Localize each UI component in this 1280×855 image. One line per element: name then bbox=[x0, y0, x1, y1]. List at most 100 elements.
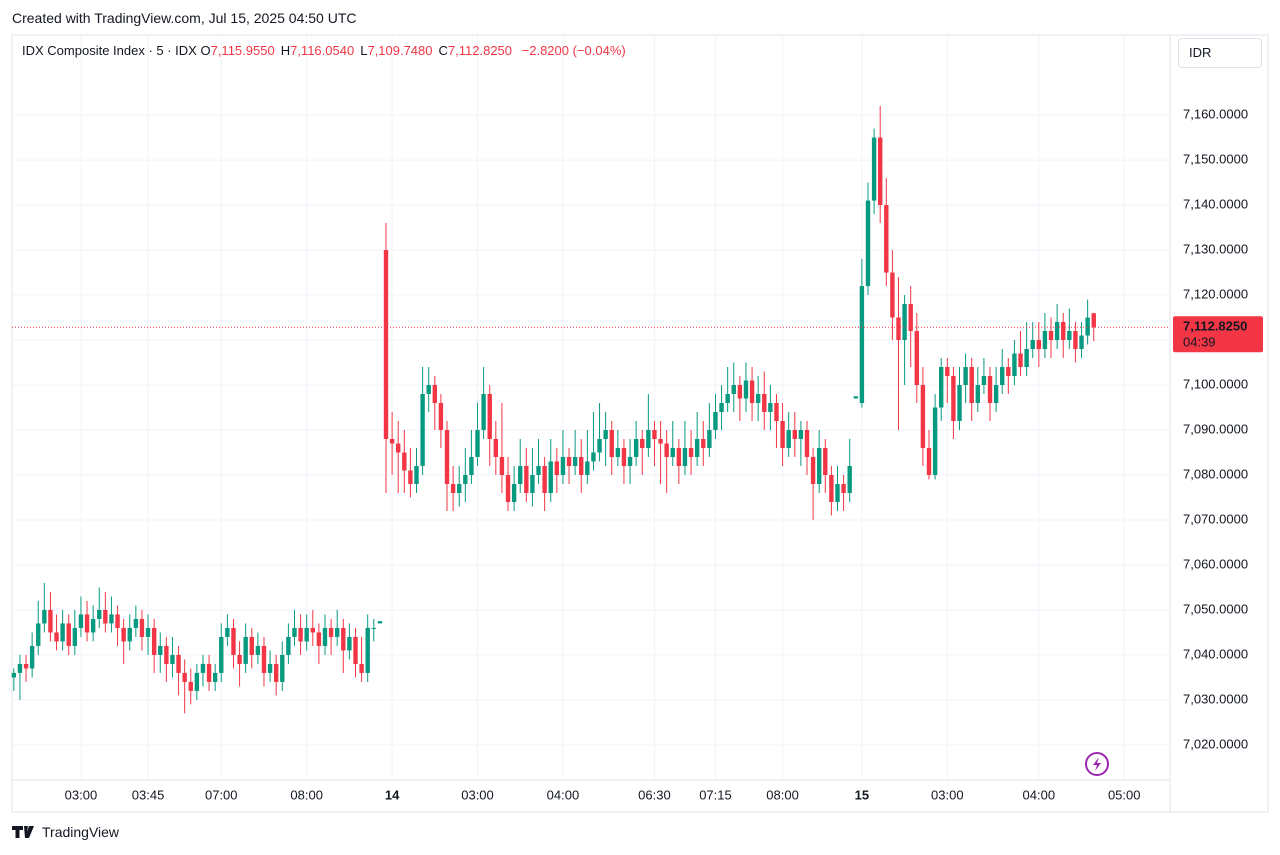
candle-body bbox=[908, 304, 913, 332]
candle-body bbox=[42, 609, 47, 624]
y-tick-label: 7,060.0000 bbox=[1183, 556, 1248, 571]
candle-body bbox=[560, 456, 566, 475]
candle-body bbox=[853, 396, 858, 399]
candle-body bbox=[749, 380, 755, 404]
candle-body bbox=[127, 627, 132, 642]
candle-body bbox=[798, 429, 804, 439]
ohlc-key: H bbox=[280, 43, 291, 58]
candle-body bbox=[255, 645, 261, 655]
candle-body bbox=[48, 609, 53, 633]
candle-body bbox=[121, 627, 126, 642]
candle-body bbox=[597, 438, 602, 453]
candle-body bbox=[939, 367, 944, 408]
candle-body bbox=[36, 623, 41, 646]
candle-body bbox=[273, 663, 279, 682]
candle-body bbox=[109, 614, 114, 624]
candle-body bbox=[450, 483, 456, 493]
candle-body bbox=[877, 137, 883, 206]
candle-body bbox=[615, 447, 621, 457]
candle-body bbox=[603, 429, 608, 439]
candle-body bbox=[755, 394, 761, 404]
candle-body bbox=[212, 672, 218, 682]
y-tick-label: 7,160.0000 bbox=[1183, 107, 1248, 122]
candle-body bbox=[225, 627, 230, 637]
candle-body bbox=[292, 627, 297, 637]
y-tick-label: 7,100.0000 bbox=[1183, 376, 1248, 391]
candle-body bbox=[688, 447, 694, 457]
y-tick-label: 7,150.0000 bbox=[1183, 152, 1248, 167]
candle-body bbox=[841, 483, 846, 493]
candle-body bbox=[792, 429, 797, 439]
x-tick-label: 07:15 bbox=[699, 787, 732, 802]
candle-body bbox=[505, 474, 511, 502]
candle-body bbox=[1067, 331, 1072, 341]
candle-body bbox=[1061, 322, 1066, 341]
candle-body bbox=[249, 636, 254, 655]
candle-body bbox=[774, 403, 779, 421]
candle-body bbox=[914, 331, 920, 386]
candle-body bbox=[1079, 335, 1084, 350]
x-tick-label: 14 bbox=[385, 787, 400, 802]
candle-body bbox=[280, 654, 285, 682]
candle-body bbox=[481, 394, 486, 430]
candle-body bbox=[884, 205, 889, 273]
candle-body bbox=[920, 385, 926, 448]
candle-body bbox=[164, 645, 169, 664]
candle-body bbox=[103, 609, 108, 624]
created-note: Created with TradingView.com, Jul 15, 20… bbox=[12, 10, 357, 26]
ohlc-key: O bbox=[200, 43, 211, 58]
change: −2.8200 (−0.04%) bbox=[521, 43, 626, 58]
candle-body bbox=[377, 621, 383, 624]
brand: TradingView bbox=[42, 824, 120, 840]
x-tick-label: 05:00 bbox=[1108, 787, 1141, 802]
logo bbox=[12, 826, 34, 838]
candle-body bbox=[457, 483, 462, 493]
candle-body bbox=[298, 627, 303, 642]
footer: TradingView bbox=[12, 824, 119, 840]
candle-body bbox=[542, 465, 547, 493]
candle-body bbox=[945, 367, 950, 377]
candle-body bbox=[658, 438, 663, 444]
y-tick-label: 7,130.0000 bbox=[1183, 241, 1248, 256]
candle-body bbox=[347, 636, 352, 651]
candle-body bbox=[408, 470, 413, 484]
candle-body bbox=[1018, 353, 1023, 368]
candle-body bbox=[310, 627, 315, 633]
y-tick-label: 7,070.0000 bbox=[1183, 511, 1248, 526]
candle-body bbox=[353, 636, 358, 664]
candle-body bbox=[585, 461, 590, 475]
currency-button[interactable]: IDR bbox=[1178, 38, 1262, 68]
candle-body bbox=[902, 304, 907, 341]
candle-body bbox=[90, 618, 96, 633]
candle-body bbox=[804, 429, 810, 457]
y-tick-label: 7,140.0000 bbox=[1183, 196, 1248, 211]
candle-body bbox=[975, 385, 981, 404]
candle-body bbox=[633, 438, 639, 457]
candle-body bbox=[1000, 367, 1005, 386]
candle-body bbox=[475, 429, 480, 457]
candle-body bbox=[969, 367, 974, 404]
candle-body bbox=[719, 403, 724, 412]
candle-body bbox=[579, 456, 584, 475]
candle-body bbox=[231, 627, 236, 655]
candle-body bbox=[627, 456, 633, 466]
candle-body bbox=[243, 636, 248, 664]
candle-body bbox=[640, 438, 645, 448]
candle-body bbox=[682, 447, 688, 466]
candle-body bbox=[206, 663, 212, 682]
candle-body bbox=[420, 394, 425, 466]
candle-body bbox=[54, 632, 59, 642]
candle-body bbox=[11, 672, 17, 678]
candle-body bbox=[341, 627, 346, 651]
candle-body bbox=[591, 452, 596, 462]
candle-body bbox=[701, 438, 706, 448]
ohlc-value: 7,109.7480 bbox=[367, 43, 433, 58]
candle-body bbox=[78, 614, 84, 628]
candle-body bbox=[835, 483, 840, 502]
candle-body bbox=[823, 447, 828, 475]
candle-body bbox=[139, 618, 145, 637]
candle-body bbox=[859, 286, 865, 404]
candle-body bbox=[829, 474, 834, 502]
candle-body bbox=[286, 636, 291, 655]
